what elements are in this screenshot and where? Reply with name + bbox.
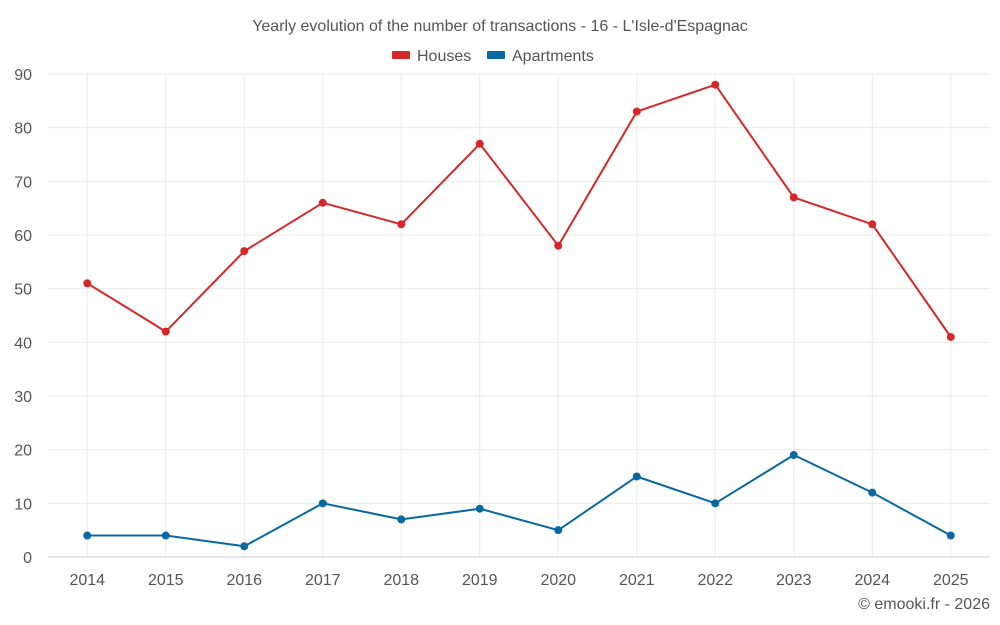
x-tick-label: 2025	[933, 572, 969, 589]
x-tick-label: 2022	[697, 572, 733, 589]
data-point-houses	[632, 107, 641, 116]
data-point-houses	[161, 327, 170, 336]
data-point-houses	[868, 220, 877, 229]
x-tick-label: 2014	[69, 572, 105, 589]
y-tick-label: 10	[14, 496, 32, 513]
data-point-apartments	[711, 499, 720, 508]
x-tick-label: 2017	[305, 572, 341, 589]
data-point-apartments	[240, 542, 249, 551]
data-point-houses	[711, 80, 720, 89]
x-tick-label: 2015	[148, 572, 184, 589]
data-point-apartments	[397, 515, 406, 524]
series-line-houses	[86, 83, 952, 338]
data-point-apartments	[318, 499, 327, 508]
copyright-footer: © emooki.fr - 2026	[858, 596, 990, 613]
data-point-apartments	[161, 531, 170, 540]
data-point-houses	[475, 139, 484, 148]
legend: Houses Apartments	[392, 48, 594, 65]
legend-swatch-houses	[392, 51, 410, 59]
x-tick-label: 2023	[776, 572, 812, 589]
y-tick-label: 80	[14, 121, 32, 138]
y-tick-label: 0	[23, 550, 32, 567]
legend-swatch-apartments	[487, 51, 505, 59]
data-point-houses	[397, 220, 406, 229]
y-tick-label: 40	[14, 335, 32, 352]
x-tick-label: 2021	[619, 572, 655, 589]
chart-title: Yearly evolution of the number of transa…	[252, 18, 748, 35]
data-point-apartments	[83, 531, 92, 540]
data-point-houses	[554, 241, 563, 250]
data-point-apartments	[946, 531, 955, 540]
data-point-apartments	[475, 504, 484, 513]
data-point-apartments	[789, 451, 798, 460]
x-tick-label: 2016	[226, 572, 262, 589]
axes: 0 10 20 30 40 50 60 70 80 90 2014 2015 2016 2017 2018 2…	[14, 67, 990, 589]
data-point-apartments	[632, 472, 641, 481]
data-point-apartments	[554, 526, 563, 535]
y-tick-label: 70	[14, 174, 32, 191]
legend-label-houses: Houses	[417, 48, 471, 65]
y-tick-label: 90	[14, 67, 32, 84]
y-tick-label: 50	[14, 282, 32, 299]
data-point-houses	[789, 193, 798, 202]
x-tick-label: 2018	[383, 572, 419, 589]
data-point-houses	[318, 198, 327, 207]
y-tick-label: 60	[14, 228, 32, 245]
x-tick-label: 2020	[540, 572, 576, 589]
data-point-houses	[946, 332, 955, 341]
y-tick-label: 20	[14, 443, 32, 460]
x-tick-label: 2024	[854, 572, 890, 589]
series	[83, 80, 955, 551]
legend-label-apartments: Apartments	[512, 48, 594, 65]
data-point-houses	[83, 279, 92, 288]
y-tick-label: 30	[14, 389, 32, 406]
data-point-apartments	[868, 488, 877, 497]
grid	[48, 73, 990, 558]
series-line-apartments	[87, 454, 952, 548]
data-point-houses	[240, 247, 249, 256]
x-tick-label: 2019	[462, 572, 498, 589]
